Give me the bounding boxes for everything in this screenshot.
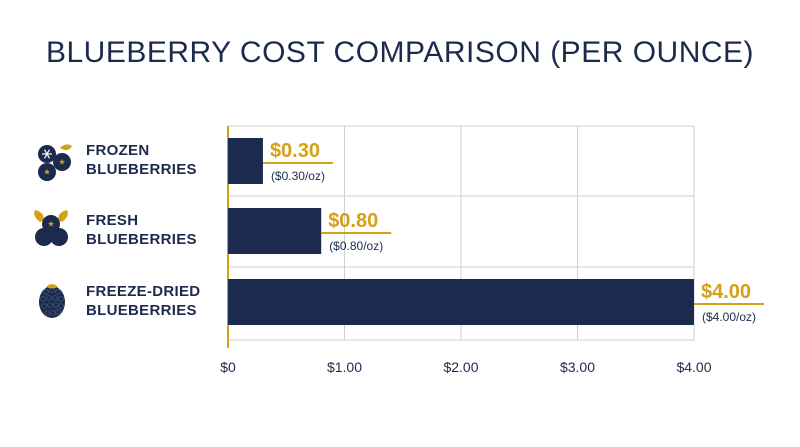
x-tick-label: $0 [220,359,236,375]
category-label: FRESH [86,212,138,229]
category-label: FREEZE-DRIED [86,283,200,300]
x-tick-label: $1.00 [327,359,362,375]
category-label: BLUEBERRIES [86,231,197,248]
bar [228,279,694,325]
frozen-blueberries-icon [38,144,72,181]
x-tick-label: $2.00 [443,359,478,375]
bar [228,208,322,254]
category-label: FROZEN [86,142,149,159]
x-tick-label: $3.00 [560,359,595,375]
freeze-dried-blueberries-icon [39,284,65,318]
bar-value-label: $0.80 [328,210,378,232]
category-label: BLUEBERRIES [86,302,197,319]
bar [228,138,263,184]
bar-value-label: $0.30 [270,140,320,162]
category-label: BLUEBERRIES [86,161,197,178]
bar-sub-label: ($0.30/oz) [271,169,325,183]
x-tick-label: $4.00 [676,359,711,375]
bar-value-label: $4.00 [701,281,751,303]
fresh-blueberries-icon [34,210,68,246]
chart-title: BLUEBERRY COST COMPARISON (PER OUNCE) [45,36,755,69]
bar-sub-label: ($4.00/oz) [702,310,756,324]
bar-sub-label: ($0.80/oz) [329,239,383,253]
